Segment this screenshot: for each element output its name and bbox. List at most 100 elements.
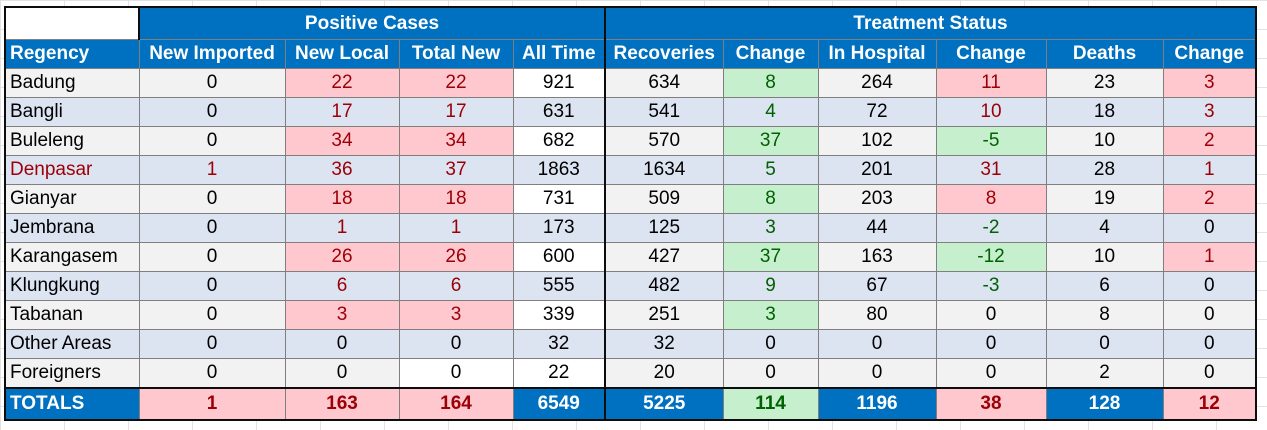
value-cell-new-local[interactable]: 0 — [284, 329, 400, 359]
value-cell-new-local[interactable]: 26 — [284, 242, 400, 272]
value-cell-new-local[interactable]: 0 — [284, 358, 400, 389]
value-cell-total-new[interactable]: 18 — [398, 184, 514, 214]
value-cell-all-time[interactable]: 921 — [512, 68, 606, 98]
column-header-change-10[interactable]: Change — [1162, 39, 1257, 69]
value-cell-change[interactable]: 8 — [935, 184, 1047, 214]
value-cell-change[interactable]: -2 — [935, 213, 1047, 243]
column-header-all-time-4[interactable]: All Time — [512, 39, 606, 69]
value-cell-deaths[interactable]: 28 — [1045, 155, 1164, 185]
value-cell-change[interactable]: 2 — [1162, 184, 1257, 214]
totals-label-cell[interactable]: TOTALS — [4, 387, 140, 421]
column-header-in-hospital-7[interactable]: In Hospital — [817, 39, 937, 69]
regency-name-cell[interactable]: Other Areas — [4, 329, 140, 359]
value-cell-new-imported[interactable]: 0 — [138, 242, 286, 272]
value-cell-change[interactable]: 8 — [722, 184, 819, 214]
value-cell-in-hospital[interactable]: 102 — [817, 126, 937, 156]
value-cell-change[interactable]: 9 — [722, 271, 819, 301]
totals-cell-new-imported[interactable]: 1 — [138, 387, 286, 421]
value-cell-deaths[interactable]: 4 — [1045, 213, 1164, 243]
value-cell-new-imported[interactable]: 0 — [138, 97, 286, 127]
value-cell-change[interactable]: 0 — [722, 329, 819, 359]
value-cell-all-time[interactable]: 555 — [512, 271, 606, 301]
value-cell-change[interactable]: 4 — [722, 97, 819, 127]
totals-cell-change[interactable]: 114 — [722, 387, 819, 421]
value-cell-new-local[interactable]: 1 — [284, 213, 400, 243]
value-cell-new-imported[interactable]: 0 — [138, 300, 286, 330]
value-cell-total-new[interactable]: 26 — [398, 242, 514, 272]
value-cell-in-hospital[interactable]: 0 — [817, 358, 937, 389]
value-cell-new-local[interactable]: 22 — [284, 68, 400, 98]
value-cell-change[interactable]: 37 — [722, 242, 819, 272]
value-cell-recoveries[interactable]: 509 — [604, 184, 724, 214]
value-cell-new-imported[interactable]: 0 — [138, 358, 286, 389]
totals-cell-new-local[interactable]: 163 — [284, 387, 400, 421]
value-cell-deaths[interactable]: 8 — [1045, 300, 1164, 330]
totals-cell-recoveries[interactable]: 5225 — [604, 387, 724, 421]
column-header-recoveries-5[interactable]: Recoveries — [604, 39, 724, 69]
value-cell-total-new[interactable]: 1 — [398, 213, 514, 243]
value-cell-change[interactable]: 11 — [935, 68, 1047, 98]
value-cell-recoveries[interactable]: 20 — [604, 358, 724, 389]
value-cell-recoveries[interactable]: 1634 — [604, 155, 724, 185]
regency-name-cell[interactable]: Tabanan — [4, 300, 140, 330]
value-cell-change[interactable]: 37 — [722, 126, 819, 156]
value-cell-all-time[interactable]: 173 — [512, 213, 606, 243]
value-cell-in-hospital[interactable]: 0 — [817, 329, 937, 359]
value-cell-in-hospital[interactable]: 163 — [817, 242, 937, 272]
value-cell-change[interactable]: 0 — [935, 358, 1047, 389]
value-cell-change[interactable]: 0 — [722, 358, 819, 389]
regency-name-cell[interactable]: Klungkung — [4, 271, 140, 301]
totals-cell-in-hospital[interactable]: 1196 — [817, 387, 937, 421]
value-cell-new-local[interactable]: 17 — [284, 97, 400, 127]
value-cell-change[interactable]: 8 — [722, 68, 819, 98]
column-header-change-6[interactable]: Change — [722, 39, 819, 69]
value-cell-change[interactable]: 1 — [1162, 155, 1257, 185]
value-cell-recoveries[interactable]: 32 — [604, 329, 724, 359]
value-cell-all-time[interactable]: 631 — [512, 97, 606, 127]
value-cell-in-hospital[interactable]: 203 — [817, 184, 937, 214]
value-cell-total-new[interactable]: 37 — [398, 155, 514, 185]
regency-name-cell[interactable]: Karangasem — [4, 242, 140, 272]
blank-corner-cell[interactable] — [4, 6, 140, 40]
value-cell-total-new[interactable]: 6 — [398, 271, 514, 301]
regency-name-cell[interactable]: Buleleng — [4, 126, 140, 156]
value-cell-change[interactable]: 0 — [1162, 300, 1257, 330]
value-cell-new-local[interactable]: 36 — [284, 155, 400, 185]
value-cell-in-hospital[interactable]: 201 — [817, 155, 937, 185]
value-cell-all-time[interactable]: 32 — [512, 329, 606, 359]
value-cell-in-hospital[interactable]: 72 — [817, 97, 937, 127]
group-treatment-status[interactable]: Treatment Status — [604, 6, 1257, 40]
value-cell-all-time[interactable]: 22 — [512, 358, 606, 389]
value-cell-change[interactable]: 3 — [722, 300, 819, 330]
value-cell-total-new[interactable]: 22 — [398, 68, 514, 98]
value-cell-deaths[interactable]: 6 — [1045, 271, 1164, 301]
value-cell-change[interactable]: 0 — [935, 329, 1047, 359]
value-cell-deaths[interactable]: 10 — [1045, 242, 1164, 272]
value-cell-deaths[interactable]: 2 — [1045, 358, 1164, 389]
value-cell-change[interactable]: 10 — [935, 97, 1047, 127]
value-cell-new-local[interactable]: 6 — [284, 271, 400, 301]
value-cell-recoveries[interactable]: 570 — [604, 126, 724, 156]
value-cell-change[interactable]: -12 — [935, 242, 1047, 272]
value-cell-recoveries[interactable]: 634 — [604, 68, 724, 98]
value-cell-recoveries[interactable]: 482 — [604, 271, 724, 301]
totals-cell-change[interactable]: 38 — [935, 387, 1047, 421]
value-cell-new-imported[interactable]: 0 — [138, 329, 286, 359]
value-cell-new-local[interactable]: 34 — [284, 126, 400, 156]
value-cell-all-time[interactable]: 339 — [512, 300, 606, 330]
value-cell-new-imported[interactable]: 0 — [138, 184, 286, 214]
column-header-new-local-2[interactable]: New Local — [284, 39, 400, 69]
column-header-total-new-3[interactable]: Total New — [398, 39, 514, 69]
value-cell-change[interactable]: 0 — [935, 300, 1047, 330]
regency-name-cell[interactable]: Denpasar — [4, 155, 140, 185]
value-cell-change[interactable]: 0 — [1162, 213, 1257, 243]
column-header-regency-0[interactable]: Regency — [4, 39, 140, 69]
value-cell-all-time[interactable]: 1863 — [512, 155, 606, 185]
value-cell-recoveries[interactable]: 427 — [604, 242, 724, 272]
totals-cell-all-time[interactable]: 6549 — [512, 387, 606, 421]
value-cell-in-hospital[interactable]: 264 — [817, 68, 937, 98]
value-cell-change[interactable]: 0 — [1162, 271, 1257, 301]
value-cell-all-time[interactable]: 682 — [512, 126, 606, 156]
value-cell-deaths[interactable]: 10 — [1045, 126, 1164, 156]
value-cell-change[interactable]: -3 — [935, 271, 1047, 301]
